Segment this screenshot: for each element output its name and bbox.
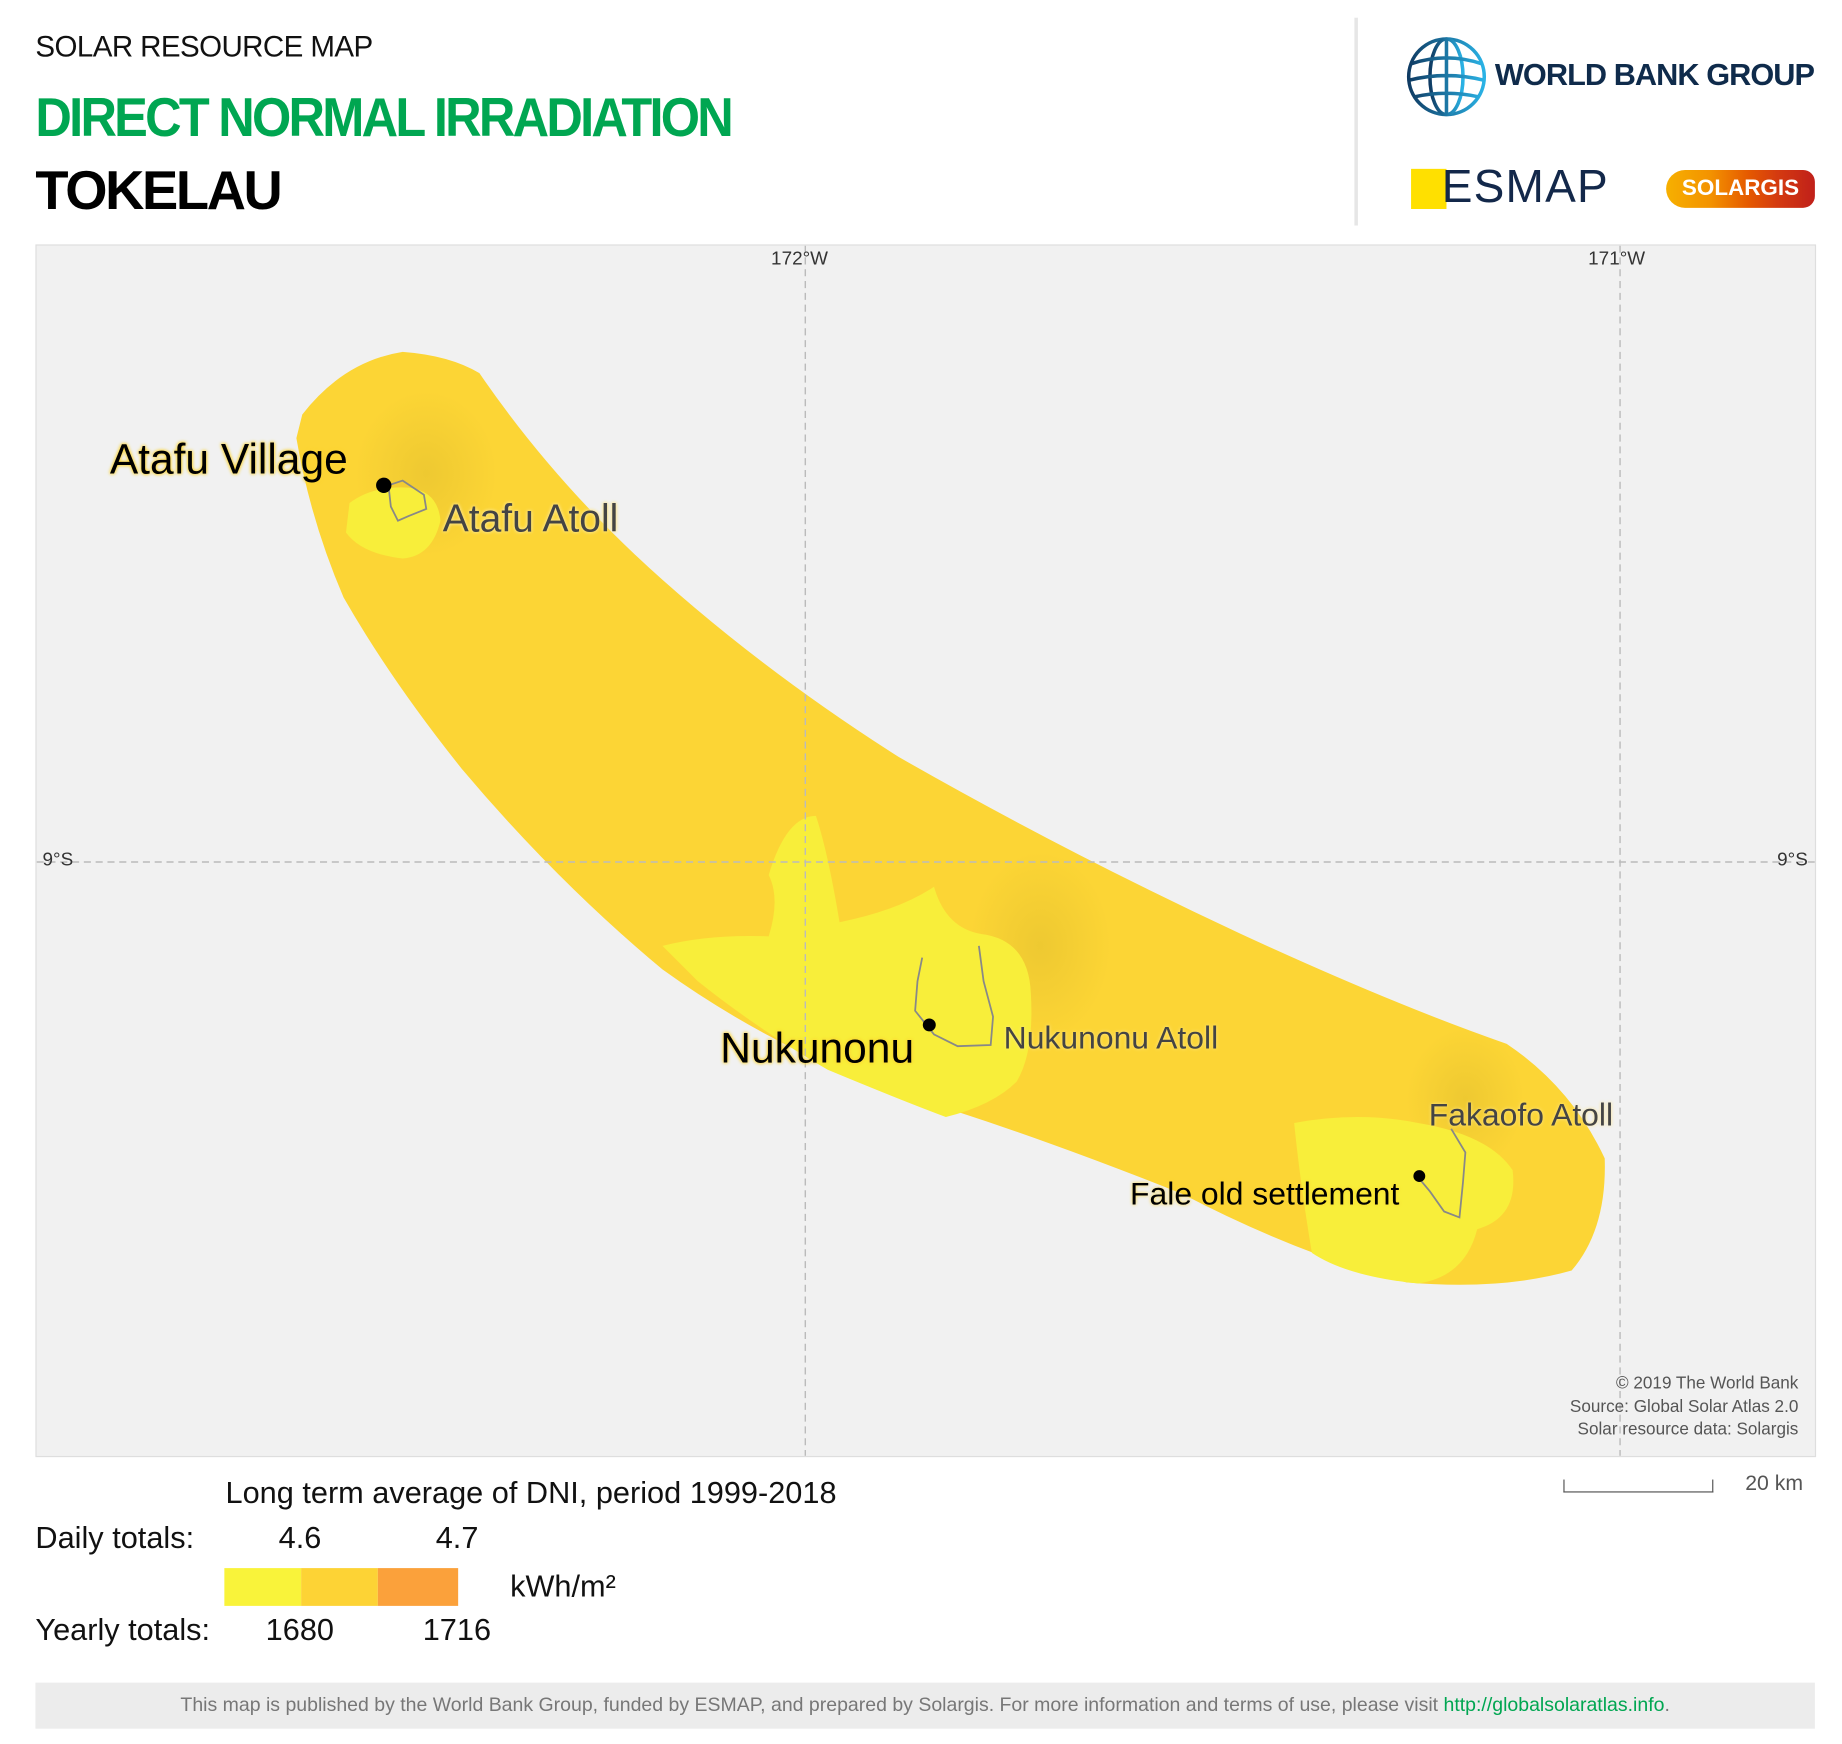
scale-label: 20 km [1745,1471,1804,1495]
label-atafu-atoll: Atafu Atoll [442,495,619,540]
lat-label-right: 9°S [1777,850,1808,871]
esmap-logo: ESMAP [1411,162,1612,213]
esmap-sun-icon [1411,168,1447,210]
nukunonu-marker [922,1018,936,1032]
legend-yearly-max: 1716 [422,1611,492,1648]
lon-label-172w: 172°W [771,249,828,270]
legend-daily-max: 4.7 [435,1519,479,1556]
legend-daily-label: Daily totals: [35,1519,195,1556]
legend-swatch-mid [301,1568,378,1606]
map-subtitle: SOLAR RESOURCE MAP [35,30,373,64]
lon-label-171w: 171°W [1588,249,1646,270]
label-fale-old-settlement: Fale old settlement [1130,1176,1400,1212]
label-fakaofo-atoll: Fakaofo Atoll [1428,1096,1614,1133]
legend-swatch-high [377,1568,459,1606]
esmap-logo-text: ESMAP [1441,161,1609,213]
fale-marker [1413,1170,1426,1182]
credit-copyright: © 2019 The World Bank [1615,1374,1799,1394]
footer-text: This map is published by the World Bank … [180,1694,1444,1716]
atoll-outlines [387,479,1467,1219]
high-dni-patch-atafu [345,487,441,559]
header-divider [1354,17,1358,226]
map-area[interactable]: 172°W 171°W 9°S 9°S Atafu Village Atafu … [35,244,1817,1458]
label-atafu-village: Atafu Village [109,434,348,483]
label-nukunonu-atoll: Nukunonu Atoll [1003,1020,1219,1056]
legend-yearly-label: Yearly totals: [35,1611,211,1648]
atafu-village-marker [376,477,392,493]
lat-label-left: 9°S [42,850,74,871]
map-canvas [36,245,1815,1456]
legend-unit: kWh/m² [510,1568,616,1604]
legend-daily-min: 4.6 [278,1519,322,1556]
high-dni-patch-fakaofo [1294,1117,1514,1284]
world-bank-logo-text: WORLD BANK GROUP [1494,56,1815,93]
legend-swatch-low [224,1568,302,1606]
solargis-logo: SOLARGIS [1666,170,1815,208]
credit-source: Source: Global Solar Atlas 2.0 [1569,1398,1799,1417]
graticule [36,245,1815,1456]
legend-title: Long term average of DNI, period 1999-20… [225,1474,837,1511]
legend-yearly-min: 1680 [265,1611,334,1648]
credit-data: Solar resource data: Solargis [1577,1420,1799,1440]
globalsolaratlas-link[interactable]: http://globalsolaratlas.info [1443,1694,1665,1716]
scale-bar [1563,1479,1714,1493]
label-nukunonu: Nukunonu [720,1023,915,1073]
footer-notice: This map is published by the World Bank … [35,1682,1815,1729]
world-bank-globe-icon [1406,37,1487,117]
dni-region [296,351,1605,1285]
map-title: DIRECT NORMAL IRRADIATION [35,86,733,148]
country-name: TOKELAU [35,159,282,221]
high-dni-patch-nukunonu [662,815,1032,1118]
footer-end: . [1664,1694,1670,1716]
